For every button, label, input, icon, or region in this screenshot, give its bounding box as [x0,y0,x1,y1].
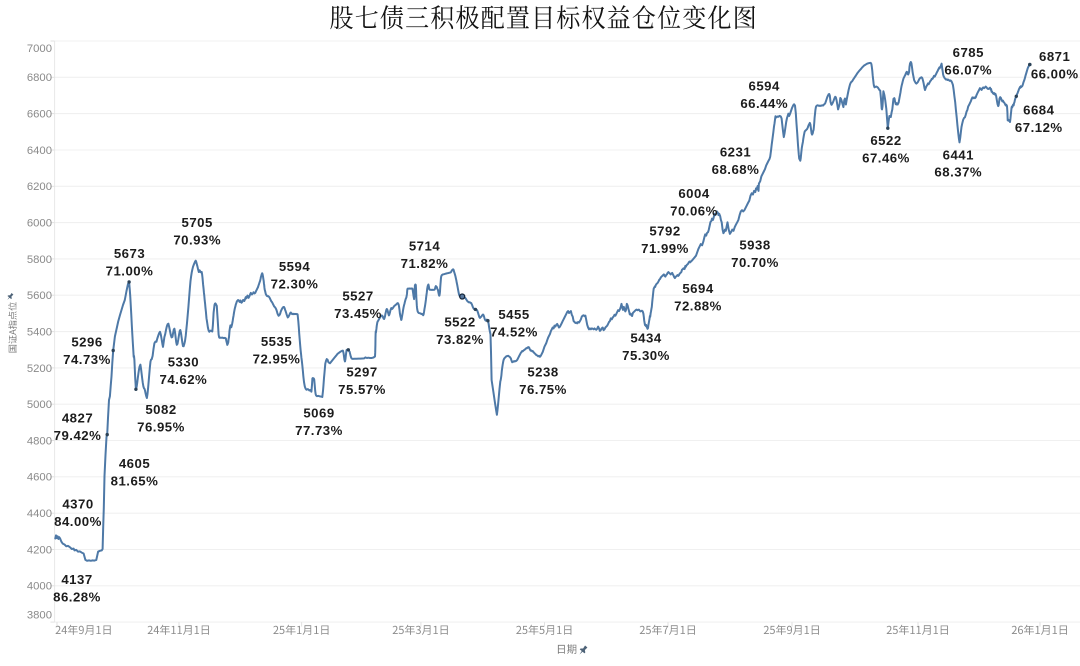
svg-text:4370: 4370 [62,496,93,511]
svg-text:5527: 5527 [342,289,373,304]
svg-text:5522: 5522 [444,315,475,330]
svg-text:79.42%: 79.42% [54,428,102,443]
svg-text:5694: 5694 [682,281,714,296]
svg-text:77.73%: 77.73% [295,423,343,438]
svg-text:5938: 5938 [739,237,770,252]
svg-text:6200: 6200 [27,181,52,193]
svg-text:4400: 4400 [27,508,52,520]
svg-text:71.82%: 71.82% [401,256,449,271]
svg-text:67.46%: 67.46% [862,151,910,166]
svg-text:6004: 6004 [678,186,710,201]
svg-text:72.95%: 72.95% [253,352,301,367]
svg-text:75.30%: 75.30% [622,348,670,363]
svg-text:70.93%: 70.93% [173,232,221,247]
svg-text:6800: 6800 [27,72,52,84]
svg-text:68.68%: 68.68% [712,162,760,177]
svg-text:75.57%: 75.57% [338,382,386,397]
svg-text:5600: 5600 [27,290,52,302]
svg-text:73.82%: 73.82% [436,332,484,347]
svg-text:66.00%: 66.00% [1031,66,1079,81]
svg-text:5069: 5069 [303,406,334,421]
svg-text:4000: 4000 [27,581,52,593]
svg-text:6441: 6441 [943,147,974,162]
svg-text:5594: 5594 [279,259,311,274]
svg-text:74.73%: 74.73% [63,352,111,367]
svg-text:66.44%: 66.44% [740,96,788,111]
svg-text:6594: 6594 [749,79,781,94]
svg-text:5800: 5800 [27,254,52,266]
svg-text:6522: 6522 [870,133,901,148]
svg-text:71.99%: 71.99% [641,241,689,256]
svg-text:5330: 5330 [168,355,199,370]
svg-text:81.65%: 81.65% [111,474,159,489]
svg-text:70.06%: 70.06% [670,204,718,219]
svg-text:4600: 4600 [27,472,52,484]
svg-text:6684: 6684 [1023,103,1055,118]
svg-text:5792: 5792 [649,224,680,239]
svg-text:4800: 4800 [27,435,52,447]
svg-text:67.12%: 67.12% [1015,120,1063,135]
svg-text:5238: 5238 [527,364,558,379]
svg-text:5434: 5434 [630,331,662,346]
svg-text:74.52%: 74.52% [490,325,538,340]
svg-text:5082: 5082 [145,402,176,417]
svg-text:5000: 5000 [27,399,52,411]
svg-text:5400: 5400 [27,327,52,339]
svg-text:73.45%: 73.45% [334,306,382,321]
svg-text:76.75%: 76.75% [519,382,567,397]
svg-text:5200: 5200 [27,363,52,375]
svg-text:5705: 5705 [182,215,213,230]
svg-text:4605: 4605 [119,456,150,471]
svg-text:70.70%: 70.70% [731,255,779,270]
svg-text:6231: 6231 [720,145,751,160]
svg-text:6600: 6600 [27,109,52,121]
svg-text:6785: 6785 [953,45,984,60]
svg-text:5535: 5535 [261,334,292,349]
svg-text:72.88%: 72.88% [674,299,722,314]
svg-text:4200: 4200 [27,544,52,556]
svg-text:6871: 6871 [1039,49,1070,64]
svg-text:71.00%: 71.00% [106,263,154,278]
svg-text:6400: 6400 [27,145,52,157]
svg-text:84.00%: 84.00% [54,514,102,529]
svg-text:4137: 4137 [61,572,92,587]
svg-text:6000: 6000 [27,218,52,230]
svg-text:5455: 5455 [498,307,529,322]
svg-text:72.30%: 72.30% [271,276,319,291]
svg-text:86.28%: 86.28% [53,590,101,605]
svg-text:5714: 5714 [409,239,441,254]
svg-text:76.95%: 76.95% [137,419,185,434]
svg-text:7000: 7000 [27,43,52,55]
svg-text:66.07%: 66.07% [944,62,992,77]
svg-text:5297: 5297 [346,365,377,380]
svg-text:3800: 3800 [27,609,52,621]
svg-text:5673: 5673 [114,246,145,261]
svg-text:4827: 4827 [62,411,93,426]
svg-text:68.37%: 68.37% [934,165,982,180]
svg-text:5296: 5296 [71,335,102,350]
svg-text:74.62%: 74.62% [160,372,208,387]
